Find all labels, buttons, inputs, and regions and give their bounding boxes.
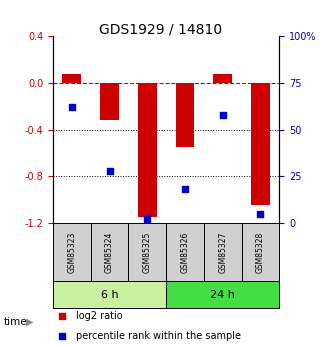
Point xyxy=(246,73,251,78)
Bar xyxy=(100,83,119,120)
Bar xyxy=(128,223,166,281)
Text: ▶: ▶ xyxy=(26,317,34,326)
Bar xyxy=(53,281,166,308)
Point xyxy=(258,211,263,216)
Text: GSM85325: GSM85325 xyxy=(143,231,152,273)
Text: GSM85327: GSM85327 xyxy=(218,231,227,273)
Point xyxy=(182,187,187,192)
Text: GSM85326: GSM85326 xyxy=(180,231,189,273)
Point xyxy=(107,168,112,174)
Bar xyxy=(138,83,157,217)
Text: time: time xyxy=(3,317,27,326)
Bar xyxy=(53,223,91,281)
Text: log2 ratio: log2 ratio xyxy=(76,311,122,321)
Text: GSM85323: GSM85323 xyxy=(67,231,76,273)
Bar xyxy=(62,73,81,83)
Text: GSM85328: GSM85328 xyxy=(256,231,265,273)
Point xyxy=(246,252,251,258)
Point xyxy=(145,216,150,222)
Text: 6 h: 6 h xyxy=(101,289,118,299)
Text: percentile rank within the sample: percentile rank within the sample xyxy=(76,331,241,341)
Text: 24 h: 24 h xyxy=(210,289,235,299)
Bar xyxy=(251,83,270,205)
Bar xyxy=(241,223,279,281)
Text: GSM85324: GSM85324 xyxy=(105,231,114,273)
Bar xyxy=(204,223,241,281)
Bar xyxy=(166,223,204,281)
Bar xyxy=(166,281,279,308)
Bar xyxy=(91,223,128,281)
Bar xyxy=(176,83,195,147)
Text: GDS1929 / 14810: GDS1929 / 14810 xyxy=(99,22,222,37)
Point xyxy=(69,105,74,110)
Bar xyxy=(213,73,232,83)
Point xyxy=(220,112,225,117)
